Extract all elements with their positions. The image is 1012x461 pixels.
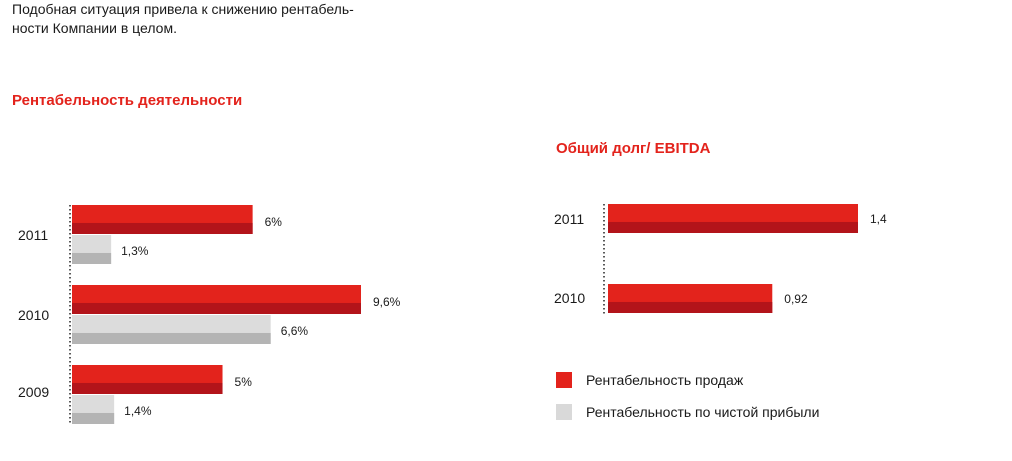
value-label-sales-2011: 6% — [265, 215, 283, 229]
value-label-sales-2009: 5% — [235, 375, 253, 389]
bar-debt-2010 — [608, 284, 773, 313]
category-label-2011: 2011 — [18, 227, 48, 243]
legend-label: Рентабельность продаж — [586, 372, 744, 388]
legend-item-sales-profitability: Рентабельность продаж — [556, 370, 819, 390]
intro-line-1: Подобная ситуация привела к снижению рен… — [12, 1, 354, 17]
intro-line-2: ности Компании в целом. — [12, 20, 177, 36]
category-label-2009: 2009 — [18, 384, 49, 400]
bar-sales-2010 — [72, 285, 361, 314]
legend-swatch-red — [556, 372, 572, 388]
bar-sales-2009 — [72, 365, 223, 394]
bar-debt-2011 — [608, 204, 858, 233]
legend-label: Рентабельность по чистой прибыли — [586, 404, 820, 420]
value-label-net-2009: 1,4% — [124, 404, 152, 418]
value-label-sales-2010: 9,6% — [373, 295, 401, 309]
bar-net-2011 — [72, 235, 112, 264]
bar-net-2009 — [72, 395, 115, 424]
debt-category-label-2011: 2011 — [554, 211, 584, 227]
bar-sales-2011 — [72, 205, 253, 234]
category-label-2010: 2010 — [18, 307, 49, 323]
legend: Рентабельность продаж Рентабельность по … — [556, 370, 819, 434]
value-label-net-2011: 1,3% — [121, 244, 149, 258]
legend-item-net-profitability: Рентабельность по чистой прибыли — [556, 402, 819, 422]
value-label-debt-2011: 1,4 — [870, 212, 887, 226]
intro-paragraph: Подобная ситуация привела к снижению рен… — [12, 0, 442, 38]
bar-net-2010 — [72, 315, 271, 344]
value-label-net-2010: 6,6% — [281, 324, 309, 338]
debt-category-label-2010: 2010 — [554, 290, 585, 306]
legend-swatch-gray — [556, 404, 572, 420]
profitability-chart-title: Рентабельность деятельности — [12, 92, 243, 109]
value-label-debt-2010: 0,92 — [784, 292, 808, 306]
debt-ebitda-chart-title: Общий долг/ EBITDA — [556, 140, 711, 157]
